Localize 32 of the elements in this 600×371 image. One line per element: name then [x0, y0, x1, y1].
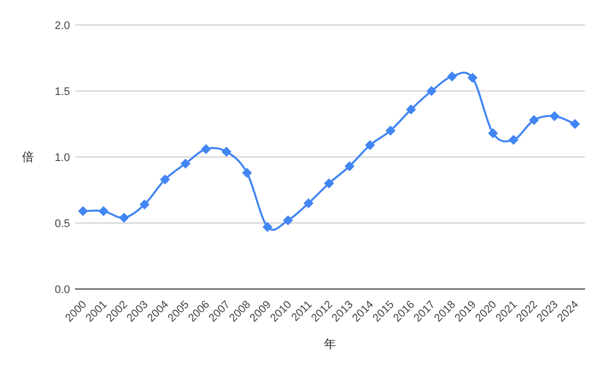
y-tick-label: 1.5 — [54, 86, 70, 98]
point — [140, 200, 150, 210]
point — [78, 206, 88, 216]
x-axis-title: 年 — [324, 337, 336, 351]
point — [386, 126, 396, 136]
point — [468, 72, 478, 83]
point — [160, 174, 170, 184]
point — [201, 144, 211, 154]
point — [570, 119, 580, 129]
point — [488, 128, 498, 138]
point — [119, 212, 129, 223]
point — [426, 86, 436, 96]
point — [304, 198, 314, 208]
point — [98, 206, 108, 216]
point — [365, 140, 375, 150]
point — [447, 71, 457, 82]
point — [324, 178, 334, 188]
y-axis-title: 倍 — [22, 150, 34, 164]
y-tick-label: 0.0 — [54, 284, 70, 296]
y-tick-label: 1.0 — [54, 152, 70, 164]
point — [242, 168, 252, 178]
point — [262, 222, 272, 232]
point — [180, 158, 190, 169]
point — [344, 161, 354, 172]
point — [508, 134, 518, 145]
point — [550, 111, 560, 122]
point — [529, 115, 539, 126]
point — [406, 104, 416, 114]
y-tick-label: 0.5 — [54, 218, 70, 230]
point — [222, 146, 232, 157]
y-tick-label: 2.0 — [54, 20, 70, 32]
point — [283, 215, 293, 226]
